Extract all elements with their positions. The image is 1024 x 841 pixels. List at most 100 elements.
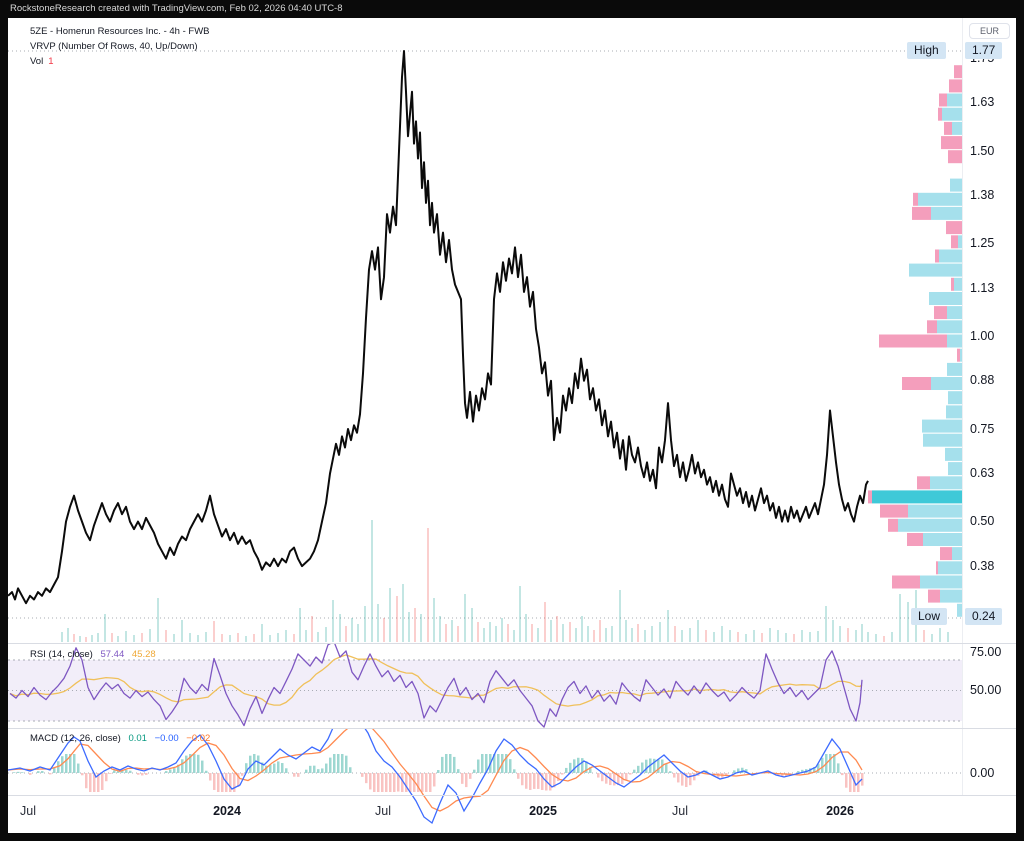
macd-histogram-bar bbox=[121, 770, 124, 773]
macd-tick-label: 0.00 bbox=[970, 765, 995, 780]
macd-histogram-bar bbox=[541, 773, 544, 790]
macd-histogram-bar bbox=[685, 773, 688, 787]
macd-histogram-bar bbox=[385, 773, 388, 792]
macd-histogram-bar bbox=[673, 773, 676, 778]
volume-bar bbox=[389, 588, 391, 642]
volume-bar bbox=[761, 633, 763, 642]
macd-hist-value: 0.01 bbox=[128, 733, 147, 744]
volume-bar bbox=[311, 616, 313, 642]
symbol-title: 5ZE - Homerun Resources Inc. - 4h - FWB bbox=[30, 26, 210, 37]
volume-bar bbox=[364, 606, 366, 642]
macd-histogram-bar bbox=[317, 769, 320, 773]
macd-histogram-bar bbox=[109, 773, 112, 774]
rsi-legend[interactable]: RSI (14, close) 57.44 45.28 bbox=[30, 647, 156, 662]
rsi-value: 57.44 bbox=[100, 649, 125, 660]
macd-histogram-bar bbox=[345, 755, 348, 773]
volume-bar bbox=[477, 622, 479, 642]
macd-histogram-bar bbox=[485, 754, 488, 773]
macd-signal-value: −0.02 bbox=[186, 733, 211, 744]
macd-histogram-bar bbox=[125, 769, 128, 773]
volume-bar bbox=[507, 624, 509, 642]
rsi-ma-value: 45.28 bbox=[131, 649, 156, 660]
profile-up-volume bbox=[940, 589, 962, 603]
low-value-badge: 0.24 bbox=[965, 608, 1003, 625]
macd-histogram-bar bbox=[329, 757, 332, 773]
macd-histogram-bar bbox=[309, 765, 312, 773]
pane-divider[interactable] bbox=[8, 728, 1016, 729]
symbol-legend[interactable]: 5ZE - Homerun Resources Inc. - 4h - FWB bbox=[30, 24, 210, 39]
macd-histogram-bar bbox=[813, 767, 816, 773]
profile-up-volume bbox=[923, 533, 962, 546]
volume-bar bbox=[396, 596, 398, 642]
pane-divider[interactable] bbox=[8, 643, 1016, 644]
profile-up-volume bbox=[945, 447, 962, 461]
macd-histogram-bar bbox=[565, 767, 568, 773]
macd-histogram-bar bbox=[245, 763, 248, 773]
macd-histogram-bar bbox=[601, 773, 604, 782]
macd-histogram-bar bbox=[177, 764, 180, 773]
macd-histogram-bar bbox=[265, 765, 268, 773]
macd-histogram-bar bbox=[65, 754, 68, 773]
macd-histogram-bar bbox=[633, 769, 636, 773]
volume-bar bbox=[513, 630, 515, 642]
volume-bar bbox=[181, 620, 183, 642]
volume-legend[interactable]: Vol 1 bbox=[30, 54, 54, 69]
profile-up-volume bbox=[929, 292, 962, 305]
macd-histogram-bar bbox=[517, 773, 520, 779]
profile-up-volume bbox=[909, 263, 962, 277]
volume-profile bbox=[868, 65, 962, 617]
macd-histogram-bar bbox=[321, 768, 324, 773]
volume-bar bbox=[593, 630, 595, 642]
macd-histogram-bar bbox=[285, 768, 288, 773]
time-tick-label: 2025 bbox=[529, 804, 557, 818]
macd-histogram-bar bbox=[845, 773, 848, 788]
volume-bar bbox=[575, 628, 577, 642]
volume-bar bbox=[587, 626, 589, 642]
profile-up-volume bbox=[950, 178, 962, 192]
profile-up-volume bbox=[947, 306, 962, 320]
macd-histogram-bar bbox=[653, 758, 656, 773]
pane-divider[interactable] bbox=[8, 795, 1016, 796]
volume-bar bbox=[753, 630, 755, 642]
macd-legend[interactable]: MACD (12, 26, close) 0.01 −0.00 −0.02 bbox=[30, 731, 210, 746]
macd-histogram-bar bbox=[249, 755, 252, 773]
macd-histogram-bar bbox=[849, 773, 852, 792]
volume-bar bbox=[861, 624, 863, 642]
macd-histogram-bar bbox=[625, 773, 628, 781]
macd-histogram-bar bbox=[389, 773, 392, 792]
macd-histogram-bar bbox=[57, 761, 60, 773]
macd-value: −0.00 bbox=[154, 733, 179, 744]
macd-histogram-bar bbox=[837, 763, 840, 773]
macd-histogram-bar bbox=[313, 765, 316, 773]
rsi-pane bbox=[8, 644, 962, 728]
profile-up-volume bbox=[946, 405, 962, 419]
volume-bar bbox=[471, 608, 473, 642]
macd-histogram-bar bbox=[217, 773, 220, 792]
volume-bar bbox=[277, 633, 279, 642]
volume-bar bbox=[801, 630, 803, 642]
price-tick-label: 0.88 bbox=[970, 373, 995, 388]
profile-up-volume bbox=[938, 561, 962, 575]
macd-histogram-bar bbox=[733, 770, 736, 773]
price-tick-label: 0.63 bbox=[970, 465, 995, 480]
volume-bar bbox=[531, 624, 533, 642]
macd-histogram-bar bbox=[49, 773, 52, 775]
volume-bar bbox=[61, 632, 63, 642]
macd-histogram-bar bbox=[589, 767, 592, 773]
volume-bar bbox=[562, 624, 564, 642]
volume-bar bbox=[674, 626, 676, 642]
macd-histogram-bar bbox=[165, 771, 168, 773]
rsi-band bbox=[8, 660, 962, 721]
profile-down-volume bbox=[902, 377, 931, 390]
volume-bar bbox=[875, 634, 877, 642]
price-chart-canvas[interactable] bbox=[8, 18, 1016, 833]
volume-bar bbox=[149, 629, 151, 642]
macd-histogram-bar bbox=[93, 773, 96, 792]
currency-badge[interactable]: EUR bbox=[968, 23, 1010, 39]
macd-histogram-bar bbox=[429, 773, 432, 792]
profile-down-volume bbox=[907, 533, 923, 546]
volume-bar bbox=[420, 614, 422, 642]
volume-bar bbox=[371, 520, 373, 642]
vrvp-legend[interactable]: VRVP (Number Of Rows, 40, Up/Down) bbox=[30, 39, 198, 54]
